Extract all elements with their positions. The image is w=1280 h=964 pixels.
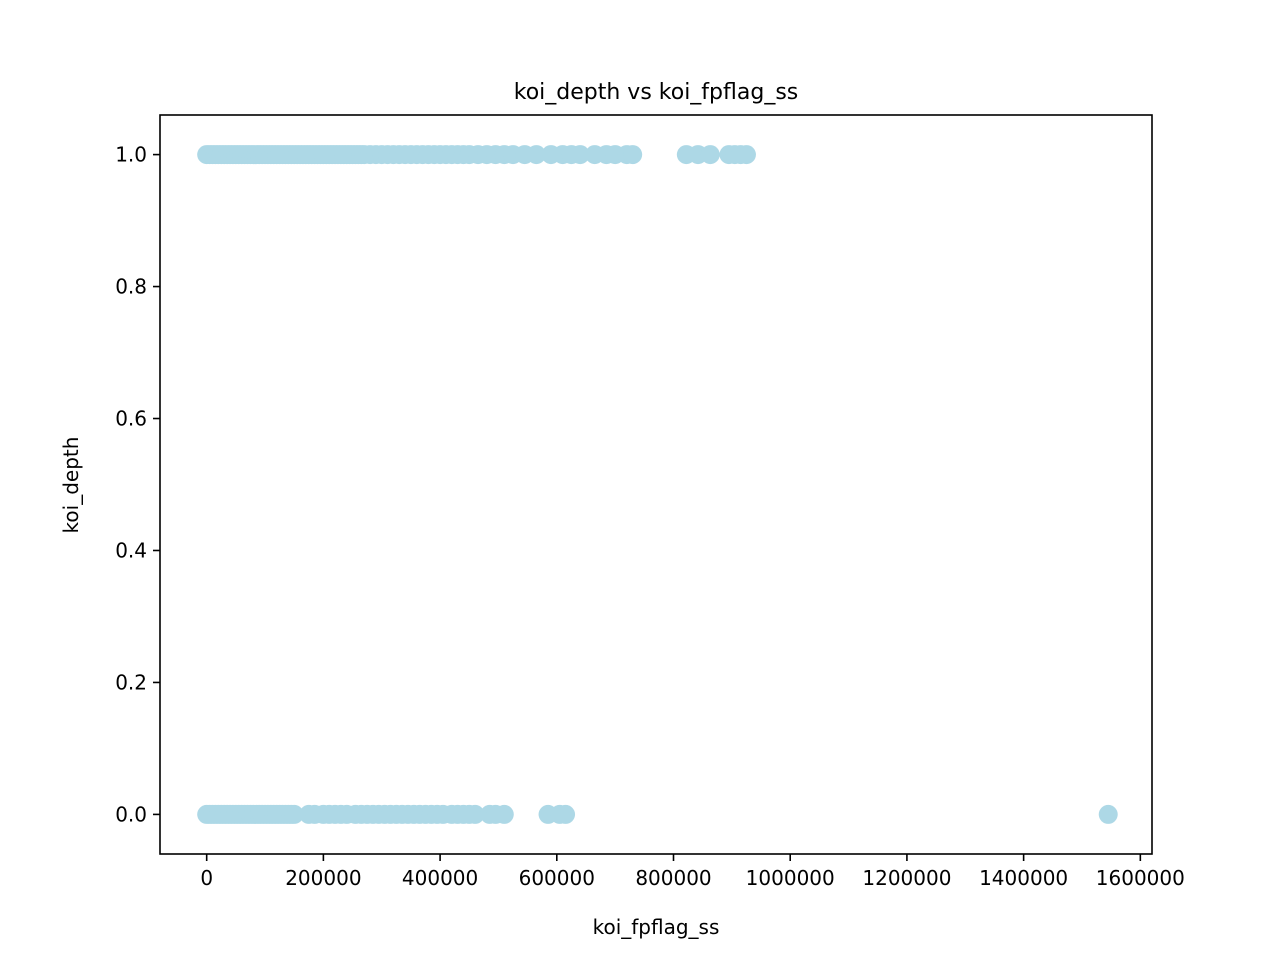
y-tick-label: 0.2 xyxy=(115,670,147,694)
y-axis-label: koi_depth xyxy=(59,437,83,534)
x-tick-label: 1000000 xyxy=(746,866,835,890)
scatter-point xyxy=(736,145,756,165)
x-tick-label: 1400000 xyxy=(979,866,1068,890)
y-tick-label: 1.0 xyxy=(115,143,147,167)
x-tick-label: 200000 xyxy=(285,866,361,890)
scatter-point xyxy=(700,145,720,165)
y-tick-label: 0.0 xyxy=(115,802,147,826)
x-axis-label: koi_fpflag_ss xyxy=(593,915,720,939)
scatter-point xyxy=(526,145,546,165)
y-tick-label: 0.4 xyxy=(115,538,147,562)
points-layer xyxy=(197,145,1118,824)
scatter-point xyxy=(1098,804,1118,824)
x-tick-label: 1200000 xyxy=(862,866,951,890)
x-tick-label: 400000 xyxy=(402,866,478,890)
chart-title: koi_depth vs koi_fpflag_ss xyxy=(514,80,799,105)
x-tick-label: 1600000 xyxy=(1096,866,1185,890)
y-axis-ticks: 0.0 0.2 0.4 0.6 0.8 1.0 xyxy=(115,143,160,826)
scatter-point xyxy=(623,145,643,165)
scatter-point xyxy=(570,145,590,165)
y-tick-label: 0.6 xyxy=(115,407,147,431)
scatter-point xyxy=(284,804,304,824)
scatter-point xyxy=(465,804,485,824)
plot-frame xyxy=(159,114,1153,855)
y-tick-label: 0.8 xyxy=(115,275,147,299)
x-tick-label: 0 xyxy=(200,866,213,890)
x-tick-label: 600000 xyxy=(519,866,595,890)
x-tick-label: 800000 xyxy=(635,866,711,890)
scatter-point xyxy=(556,804,576,824)
scatter-point xyxy=(494,804,514,824)
x-axis-ticks: 0 200000 400000 600000 800000 1000000 1200000 1… xyxy=(200,854,1185,890)
